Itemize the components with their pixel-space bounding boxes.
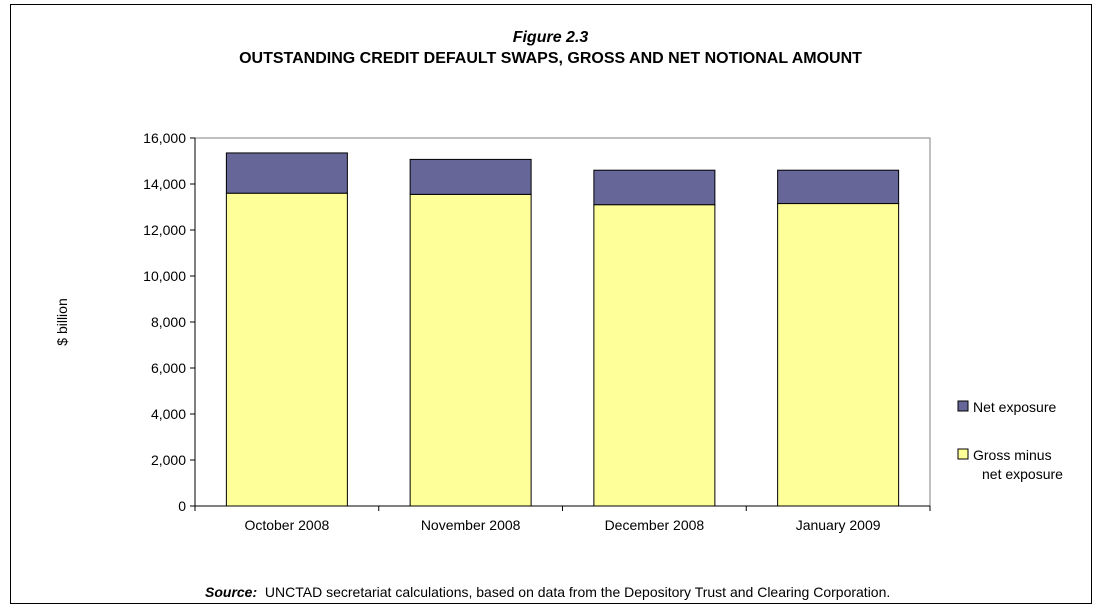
legend-swatch: [958, 401, 968, 411]
bar-net-exposure: [410, 159, 531, 194]
y-tick-label: 10,000: [143, 268, 186, 284]
y-tick-label: 6,000: [151, 360, 186, 376]
x-tick-label: January 2009: [796, 517, 881, 533]
bar-gross-minus-net: [594, 205, 715, 506]
y-axis-label: $ billion: [54, 298, 70, 345]
bar-net-exposure: [594, 170, 715, 205]
x-tick-label: November 2008: [421, 517, 521, 533]
y-tick-label: 16,000: [143, 130, 186, 146]
source-label: Source:: [205, 584, 257, 600]
source-text: UNCTAD secretariat calculations, based o…: [265, 584, 890, 600]
bar-net-exposure: [226, 153, 347, 193]
legend-label: Gross minus net exposure: [973, 447, 1063, 482]
y-tick-label: 2,000: [151, 452, 186, 468]
legend-label: Net exposure: [973, 399, 1056, 415]
y-tick-label: 4,000: [151, 406, 186, 422]
bar-gross-minus-net: [226, 193, 347, 506]
bar-gross-minus-net: [778, 204, 899, 506]
bar-gross-minus-net: [410, 194, 531, 506]
y-tick-label: 12,000: [143, 222, 186, 238]
bar-net-exposure: [778, 170, 899, 203]
legend-swatch: [958, 449, 968, 459]
x-tick-label: December 2008: [605, 517, 705, 533]
figure-source: Source: UNCTAD secretariat calculations,…: [205, 584, 890, 600]
y-tick-label: 0: [178, 498, 186, 514]
x-tick-label: October 2008: [244, 517, 329, 533]
y-tick-label: 14,000: [143, 176, 186, 192]
y-tick-label: 8,000: [151, 314, 186, 330]
